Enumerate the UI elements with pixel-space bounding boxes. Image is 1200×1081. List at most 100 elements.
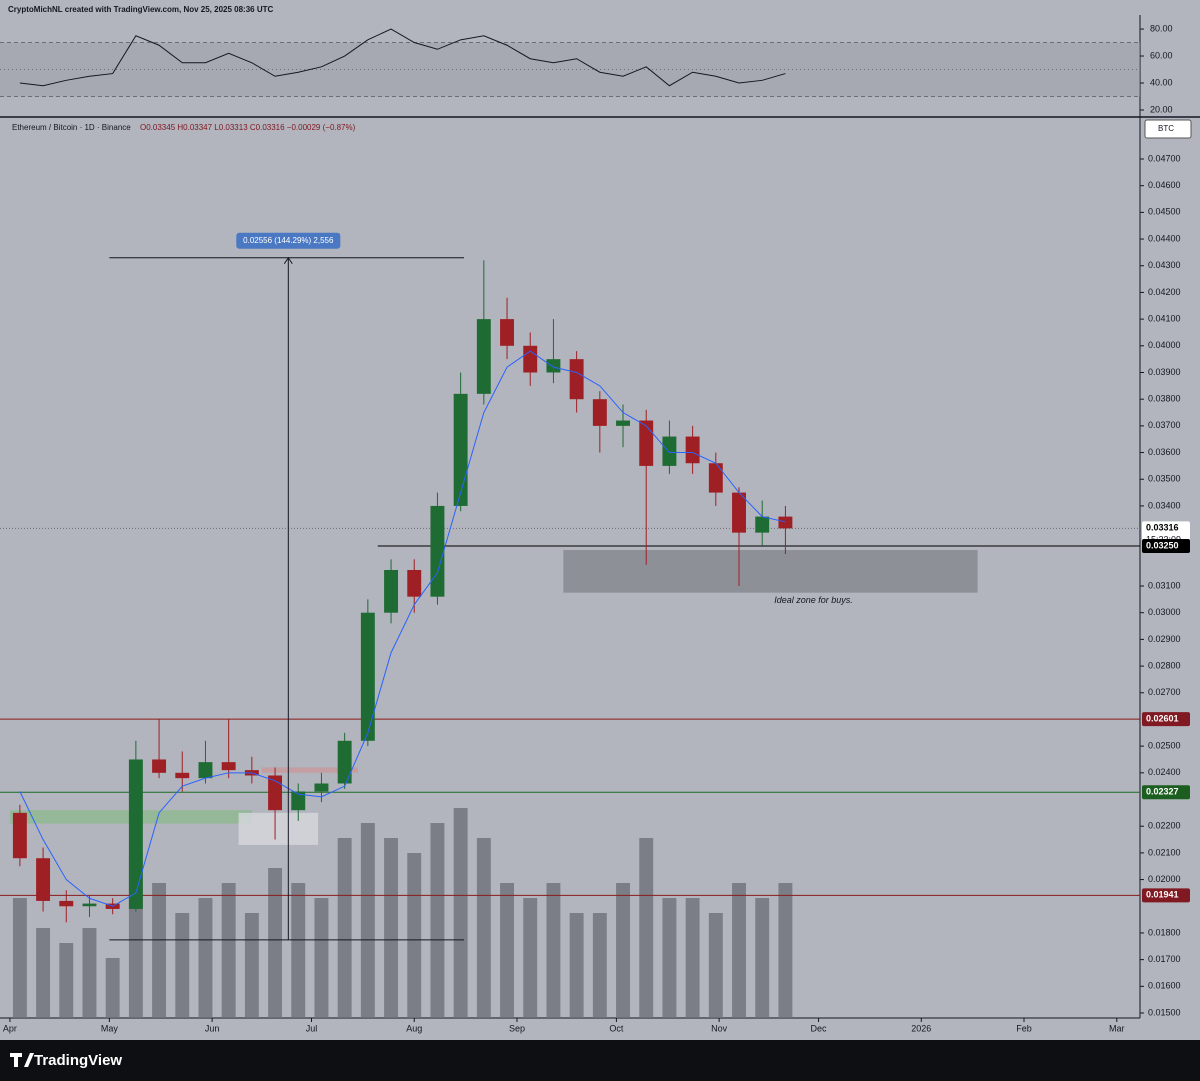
candle-body bbox=[12, 812, 27, 859]
volume-bar bbox=[500, 883, 514, 1018]
footer-bar bbox=[0, 1040, 1200, 1081]
volume-bar bbox=[453, 808, 468, 1018]
currency-label[interactable]: BTC bbox=[1158, 124, 1174, 133]
y-tick-label: 0.03900 bbox=[1148, 367, 1181, 377]
y-tick-label: 0.02900 bbox=[1148, 634, 1181, 644]
candle-body bbox=[268, 775, 283, 811]
candle-body bbox=[708, 463, 723, 493]
currency-button[interactable] bbox=[1144, 119, 1192, 139]
y-tick-label: 0.02700 bbox=[1148, 687, 1181, 697]
x-tick-label: May bbox=[101, 1023, 119, 1033]
measure-arrowhead bbox=[283, 256, 293, 265]
y-tick-label: 0.03400 bbox=[1148, 500, 1181, 510]
volume-bar bbox=[291, 883, 306, 1018]
y-tick-label: 0.03000 bbox=[1148, 607, 1181, 617]
candle-body bbox=[337, 740, 352, 784]
volume-bar bbox=[314, 898, 329, 1018]
candle-body bbox=[453, 393, 468, 506]
candle-body bbox=[407, 569, 422, 597]
rsi-tick-label: 40.00 bbox=[1150, 77, 1173, 87]
candle-body bbox=[384, 569, 399, 613]
x-tick-label: Sep bbox=[509, 1023, 525, 1033]
volume-bar bbox=[82, 928, 97, 1018]
volume-bar bbox=[569, 913, 584, 1018]
candle-body bbox=[221, 762, 236, 771]
candle-body bbox=[755, 516, 770, 533]
y-tick-label: 0.03600 bbox=[1148, 447, 1181, 457]
rsi-tick-label: 20.00 bbox=[1150, 104, 1173, 114]
x-tick-label: 2026 bbox=[911, 1023, 931, 1033]
price-badge bbox=[1142, 521, 1190, 536]
y-tick-label: 0.02800 bbox=[1148, 660, 1181, 670]
candle-body bbox=[639, 420, 654, 466]
rsi-line bbox=[19, 28, 786, 87]
candle-body bbox=[523, 345, 538, 373]
x-tick-label: Dec bbox=[811, 1023, 828, 1033]
candle-body bbox=[430, 505, 445, 597]
x-tick-label: Oct bbox=[609, 1023, 624, 1033]
y-tick-label: 0.04700 bbox=[1148, 153, 1181, 163]
candle-body bbox=[198, 762, 213, 779]
x-tick-label: Jul bbox=[306, 1023, 318, 1033]
y-tick-label: 0.03700 bbox=[1148, 420, 1181, 430]
y-tick-label: 0.04300 bbox=[1148, 260, 1181, 270]
candle-body bbox=[82, 903, 97, 907]
y-tick-label: 0.02000 bbox=[1148, 874, 1181, 884]
volume-bar bbox=[198, 898, 213, 1018]
volume-bar bbox=[221, 883, 236, 1018]
candle-body bbox=[732, 492, 746, 533]
ohlc-legend: O0.03345 H0.03347 L0.03313 C0.03316 −0.0… bbox=[140, 123, 356, 132]
volume-bar bbox=[755, 898, 770, 1018]
y-tick-label: 0.04500 bbox=[1148, 207, 1181, 217]
x-tick-label: Feb bbox=[1016, 1023, 1032, 1033]
volume-bar bbox=[523, 898, 538, 1018]
candle-body bbox=[662, 436, 677, 466]
moving-average bbox=[19, 350, 786, 907]
volume-bar bbox=[546, 883, 561, 1018]
candle-body bbox=[569, 359, 584, 400]
volume-bar bbox=[268, 868, 283, 1018]
price-badge-label: 0.03250 bbox=[1146, 540, 1179, 550]
y-tick-label: 0.04400 bbox=[1148, 233, 1181, 243]
x-tick-label: Nov bbox=[711, 1023, 728, 1033]
y-tick-label: 0.01600 bbox=[1148, 981, 1181, 991]
volume-bar bbox=[662, 898, 677, 1018]
candle-body bbox=[546, 359, 561, 373]
credit: CryptoMichNL created with TradingView.co… bbox=[8, 5, 273, 14]
y-tick-label: 0.01800 bbox=[1148, 927, 1181, 937]
candle-body bbox=[778, 516, 793, 529]
candle-body bbox=[59, 900, 74, 907]
candle-body bbox=[175, 772, 190, 779]
volume-bar bbox=[360, 823, 375, 1018]
volume-bar bbox=[592, 913, 607, 1018]
y-tick-label: 0.02200 bbox=[1148, 821, 1181, 831]
price-badge-label: 0.02327 bbox=[1146, 787, 1179, 797]
volume-bar bbox=[244, 913, 259, 1018]
y-tick-label: 0.03100 bbox=[1148, 580, 1181, 590]
y-tick-label: 0.04200 bbox=[1148, 287, 1181, 297]
candle-body bbox=[36, 858, 51, 901]
brand: TradingView bbox=[34, 1052, 122, 1069]
candle-body bbox=[291, 791, 306, 811]
candle-body bbox=[616, 420, 630, 426]
zone-label: Ideal zone for buys. bbox=[774, 595, 853, 605]
volume-bar bbox=[685, 898, 700, 1018]
candle-body bbox=[500, 319, 514, 346]
candle-body bbox=[685, 436, 700, 464]
logo bbox=[10, 1053, 34, 1067]
candle-body bbox=[360, 612, 375, 741]
price-badge-label: 0.02601 bbox=[1146, 714, 1179, 724]
y-tick-label: 0.02100 bbox=[1148, 847, 1181, 857]
x-tick-label: Apr bbox=[3, 1023, 17, 1033]
price-badge bbox=[1142, 888, 1190, 903]
rsi-band bbox=[0, 42, 1140, 97]
volume-bar bbox=[337, 838, 352, 1018]
measure-box bbox=[236, 232, 341, 249]
zone bbox=[261, 767, 358, 773]
zone bbox=[238, 812, 319, 845]
volume-bar bbox=[476, 838, 491, 1018]
rsi-tick-label: 60.00 bbox=[1150, 50, 1173, 60]
volume-bar bbox=[59, 943, 74, 1018]
